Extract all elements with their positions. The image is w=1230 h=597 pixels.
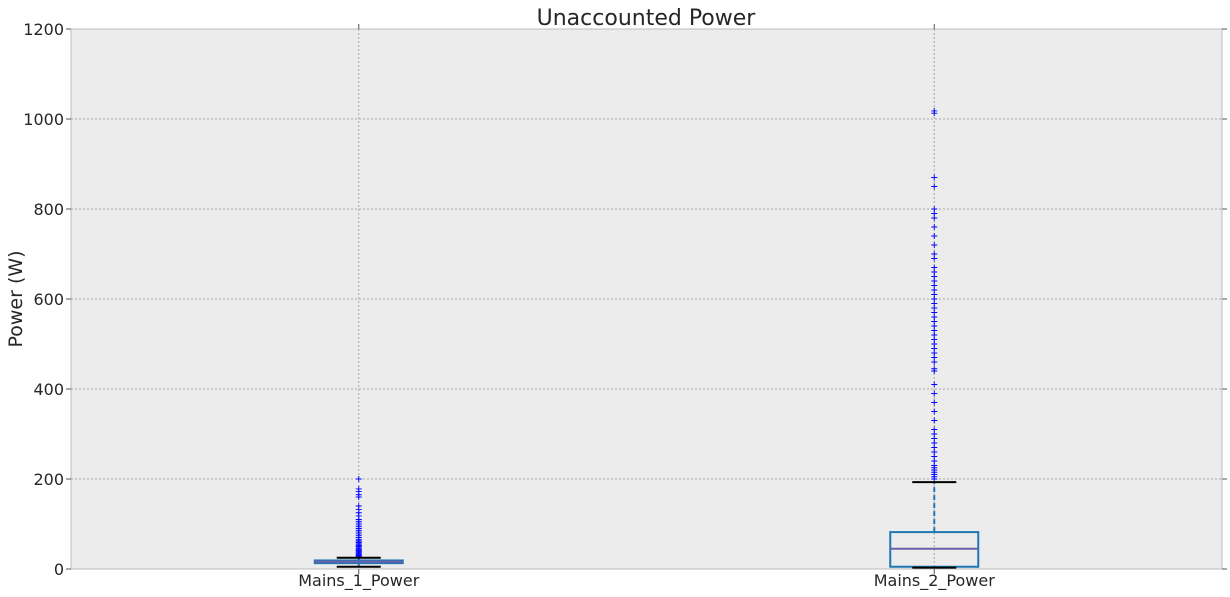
outlier-point [931, 399, 938, 406]
y-axis-label: Power (W) [5, 250, 27, 347]
y-tick-label: 200 [33, 470, 64, 489]
outlier-point [931, 264, 938, 271]
outlier-point [931, 233, 938, 239]
outlier-point [931, 206, 938, 212]
outlier-point [931, 251, 938, 257]
outlier-point [931, 174, 938, 181]
y-tick-label: 1000 [23, 110, 64, 129]
outlier-point [931, 381, 938, 388]
outlier-point [355, 485, 362, 492]
outlier-point [931, 242, 938, 248]
outlier-point [931, 107, 938, 114]
y-tick-label: 1200 [23, 20, 64, 39]
outlier-point [931, 224, 938, 230]
y-tick-label: 400 [33, 380, 64, 399]
y-axis-ticks: 0 200 400 600 800 1000 1200 [23, 20, 1227, 579]
outlier-point [931, 408, 938, 415]
outlier-point [931, 417, 938, 424]
outlier-point [931, 183, 938, 190]
x-tick-label: Mains_2_Power [874, 571, 996, 591]
y-tick-label: 0 [54, 560, 64, 579]
x-tick-label: Mains_1_Power [298, 571, 420, 591]
boxes [313, 107, 980, 569]
y-tick-label: 800 [33, 200, 64, 219]
plot-area [70, 28, 1223, 570]
x-axis-ticks: Mains_1_Power Mains_2_Power [298, 24, 995, 591]
outlier-point [931, 390, 938, 397]
outlier-point [355, 503, 362, 509]
box-Mains_1_Power [313, 476, 404, 568]
outlier-point [931, 426, 938, 433]
box-Mains_2_Power [889, 107, 980, 569]
outlier-point [355, 476, 362, 482]
outlier-point [931, 365, 938, 372]
y-tick-label: 600 [33, 290, 64, 309]
chart-title: Unaccounted Power [537, 6, 757, 31]
